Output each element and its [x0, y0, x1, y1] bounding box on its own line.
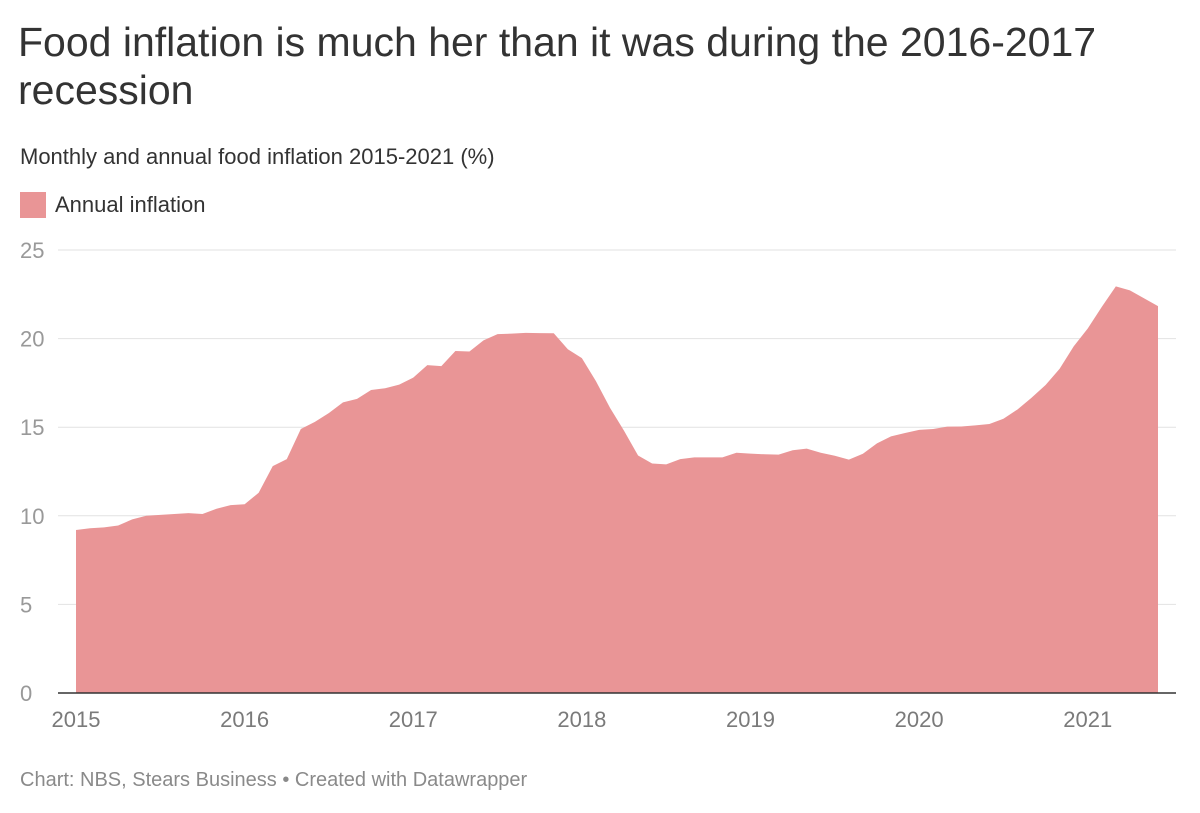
- x-tick-label: 2016: [220, 707, 269, 732]
- x-tick-label: 2017: [389, 707, 438, 732]
- x-tick-label: 2015: [52, 707, 101, 732]
- y-tick-label: 10: [20, 504, 44, 529]
- source-note: Chart: NBS, Stears Business • Created wi…: [20, 769, 528, 791]
- y-tick-label: 5: [20, 592, 32, 617]
- y-tick-label: 25: [20, 238, 44, 263]
- x-tick-label: 2021: [1063, 707, 1112, 732]
- x-tick-label: 2019: [726, 707, 775, 732]
- y-tick-label: 15: [20, 415, 44, 440]
- chart-title: Food inflation is much her than it was d…: [18, 19, 1097, 113]
- x-tick-label: 2020: [895, 707, 944, 732]
- legend-label: Annual inflation: [55, 192, 206, 217]
- y-tick-label: 0: [20, 681, 32, 706]
- y-tick-label: 20: [20, 327, 44, 352]
- legend-swatch: [20, 192, 46, 218]
- legend: Annual inflation: [20, 192, 205, 218]
- chart-subtitle: Monthly and annual food inflation 2015-2…: [20, 144, 495, 169]
- series-area-annual-inflation: [76, 286, 1158, 693]
- data-area: [76, 286, 1158, 693]
- x-tick-label: 2018: [557, 707, 606, 732]
- x-axis: 2015 2016 2017 2018 2019 2020 2021: [52, 692, 1176, 732]
- y-axis: 0 5 10 15 20 25: [20, 238, 44, 706]
